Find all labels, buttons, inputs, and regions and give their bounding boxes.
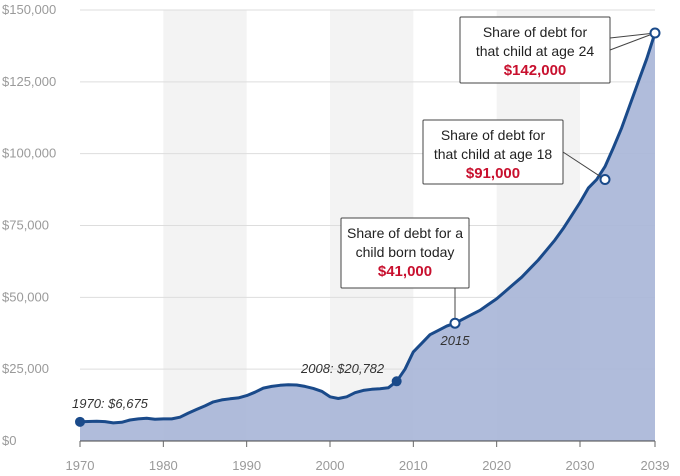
callout-leader (609, 32, 656, 51)
y-tick-label: $150,000 (2, 2, 56, 17)
callout-leaders (454, 32, 656, 324)
x-tick-label: 2000 (316, 458, 345, 473)
data-markers (75, 27, 661, 427)
y-tick-label: $125,000 (2, 74, 56, 89)
callout-text: Share of debt for a (347, 225, 463, 241)
x-tick-label: 1970 (66, 458, 95, 473)
callout-text: child born today (356, 244, 455, 260)
data-point-marker (391, 376, 402, 387)
callout-text: that child at age 24 (476, 43, 595, 59)
x-tick-label: 1990 (232, 458, 261, 473)
callout-born-today: Share of debt for a child born today $41… (340, 217, 470, 289)
callout-box (340, 217, 470, 289)
callout-age-24: Share of debt for that child at age 24 $… (459, 16, 611, 84)
data-point-marker (75, 416, 85, 427)
x-tick-label: 2010 (399, 458, 428, 473)
x-tick-label: 2039 (641, 458, 670, 473)
2008-value-label: 2008: $20,782 (300, 361, 385, 376)
y-axis-ticks: $0 $25,000 $50,000 $75,000 $100,000 $125,000 $… (2, 2, 56, 448)
x-axis-ticks: 1970 1980 1990 2000 2010 2020 2030 2039 (66, 441, 670, 473)
today-year-label: 2015 (440, 333, 471, 348)
callout-value: $91,000 (466, 165, 520, 182)
x-tick-label: 1980 (149, 458, 178, 473)
x-tick-label: 2020 (482, 458, 511, 473)
y-tick-label: $100,000 (2, 146, 56, 161)
callout-leader (609, 32, 656, 39)
y-tick-label: $0 (2, 433, 16, 448)
callout-text: Share of debt for (441, 127, 546, 143)
callout-value: $41,000 (378, 263, 432, 280)
data-point-marker (649, 27, 661, 39)
start-value-label: 1970: $6,675 (72, 396, 149, 411)
debt-area (80, 33, 655, 441)
data-point-marker (449, 317, 461, 329)
y-tick-label: $25,000 (2, 361, 49, 376)
callout-box (422, 119, 564, 185)
callout-box (459, 16, 611, 84)
x-tick-label: 2030 (566, 458, 595, 473)
data-point-marker (599, 174, 611, 186)
debt-line (79, 32, 657, 425)
y-tick-label: $50,000 (2, 289, 49, 304)
callout-text: Share of debt for (483, 24, 588, 40)
callout-leader (562, 151, 606, 180)
callout-text: that child at age 18 (434, 146, 553, 162)
callout-value: $142,000 (504, 62, 567, 79)
callout-age-18: Share of debt for that child at age 18 $… (422, 119, 564, 185)
y-tick-label: $75,000 (2, 218, 49, 233)
